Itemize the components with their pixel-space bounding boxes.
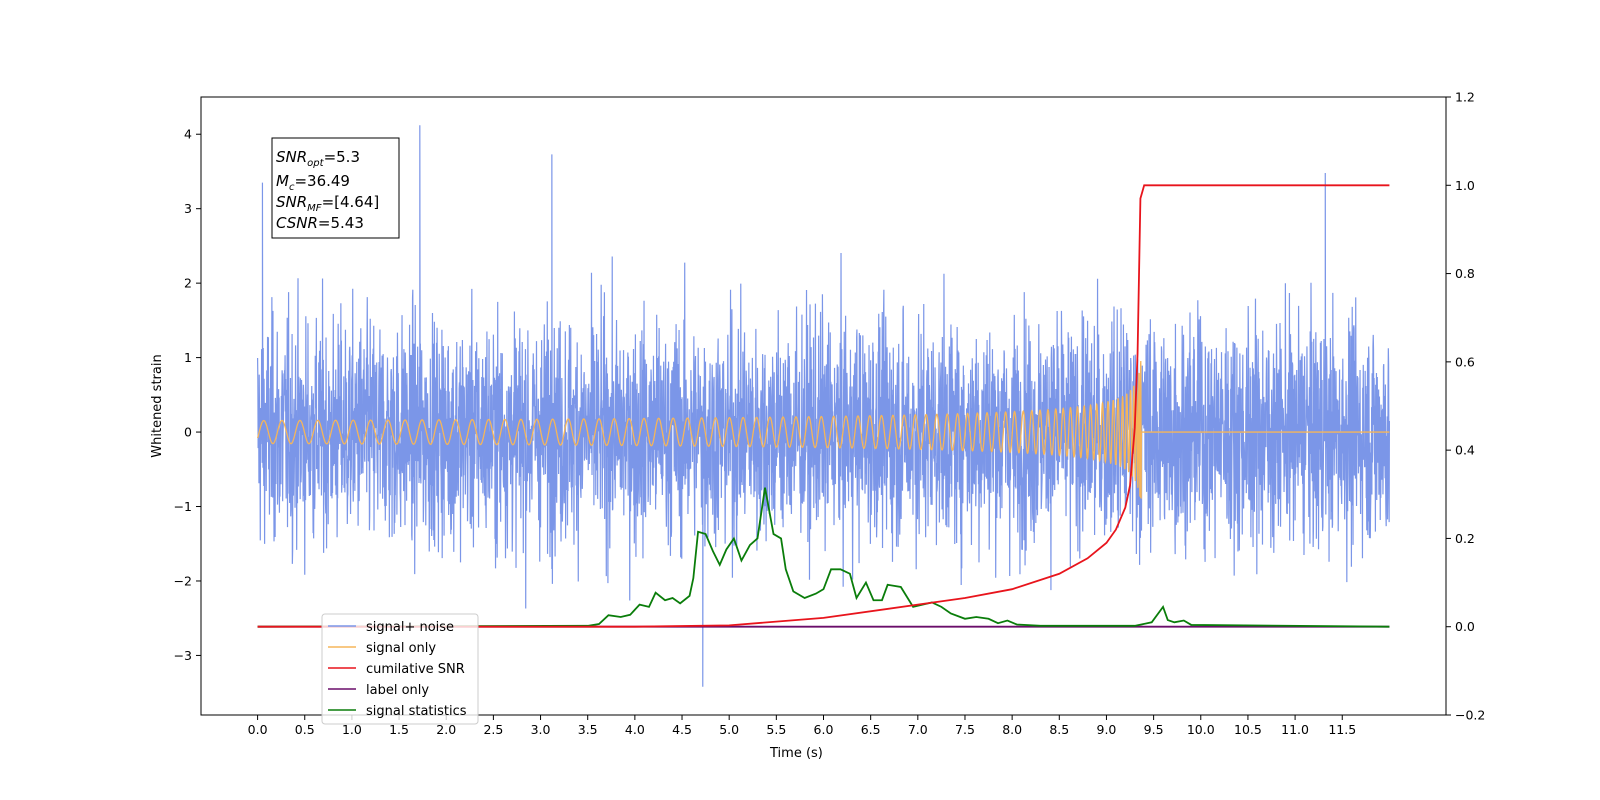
y-axis-right: −0.2 0.0 0.2 0.4 0.6 0.8 1.0 1.2 — [1446, 90, 1485, 723]
x-tick-label: 1.0 — [342, 722, 362, 737]
series-signal-only — [256, 360, 1390, 499]
x-tick-label: 0.5 — [295, 722, 315, 737]
legend-entry-signal-statistics: signal statistics — [328, 704, 467, 719]
legend-entry-signal-only: signal only — [328, 641, 436, 656]
y-tick-label: −3 — [174, 648, 192, 663]
y-axis-label: Whitened strain — [150, 354, 165, 457]
y-tick-label: 0 — [184, 425, 192, 440]
y2-tick-label: 0.4 — [1455, 443, 1475, 458]
csnr-text: CSNR=5.43 — [276, 214, 364, 232]
x-axis: 0.0 0.5 1.0 1.5 2.0 2.5 3.0 3.5 4.0 4.5 5.0 5.5 6.0 6… — [248, 715, 1356, 737]
x-tick-label: 1.5 — [389, 722, 409, 737]
x-tick-label: 2.0 — [436, 722, 456, 737]
legend-frame — [321, 613, 479, 725]
y2-tick-label: 1.0 — [1455, 178, 1475, 193]
legend: signal+ noise signal only cumilative SNR… — [321, 613, 479, 725]
x-tick-label: 10.0 — [1187, 722, 1215, 737]
x-tick-label: 11.0 — [1281, 722, 1309, 737]
x-tick-label: 10.5 — [1234, 722, 1262, 737]
y-tick-label: −1 — [174, 499, 192, 514]
y2-tick-label: 0.6 — [1455, 354, 1475, 369]
y-axis-left: −3 −2 −1 0 1 2 3 4 — [174, 127, 201, 663]
y2-tick-label: 0.0 — [1455, 619, 1475, 634]
y-tick-label: −2 — [174, 573, 192, 588]
snr-mf-text: SNRMF=[4.64] — [276, 193, 379, 214]
x-tick-label: 11.5 — [1328, 722, 1356, 737]
x-tick-label: 3.5 — [578, 722, 598, 737]
y-tick-label: 3 — [184, 201, 192, 216]
legend-entry-label-only: label only — [328, 683, 429, 698]
x-tick-label: 5.5 — [766, 722, 786, 737]
textbox-frame — [271, 137, 400, 239]
legend-label-label-only: label only — [366, 683, 429, 698]
x-tick-label: 9.0 — [1097, 722, 1117, 737]
y2-tick-label: −0.2 — [1455, 708, 1485, 723]
series-signal-noise — [256, 125, 1391, 687]
legend-label-cumulative-snr: cumilative SNR — [366, 662, 465, 677]
legend-entry-signal-noise: signal+ noise — [328, 620, 454, 635]
stats-textbox: SNRopt=5.3 Mc=36.49 SNRMF=[4.64] CSNR=5.… — [271, 137, 400, 239]
y2-tick-label: 0.8 — [1455, 266, 1475, 281]
x-tick-label: 6.5 — [861, 722, 881, 737]
x-tick-label: 6.0 — [814, 722, 834, 737]
x-tick-label: 0.0 — [248, 722, 268, 737]
x-tick-label: 8.5 — [1049, 722, 1069, 737]
legend-label-signal-statistics: signal statistics — [366, 704, 467, 719]
legend-label-signal-only: signal only — [366, 641, 436, 656]
x-tick-label: 4.5 — [672, 722, 692, 737]
x-tick-label: 4.0 — [625, 722, 645, 737]
x-tick-label: 8.0 — [1002, 722, 1022, 737]
series-signal-statistics — [257, 487, 1390, 628]
chirp-mass-text: Mc=36.49 — [276, 172, 350, 193]
x-tick-label: 9.5 — [1144, 722, 1164, 737]
x-axis-label: Time (s) — [769, 746, 823, 761]
x-tick-label: 5.0 — [719, 722, 739, 737]
x-tick-label: 7.5 — [955, 722, 975, 737]
y-tick-label: 2 — [184, 276, 192, 291]
x-tick-label: 7.0 — [908, 722, 928, 737]
x-tick-label: 2.5 — [483, 722, 503, 737]
legend-entry-cumulative-snr: cumilative SNR — [328, 662, 465, 677]
y-tick-label: 1 — [184, 350, 192, 365]
snr-opt-text: SNRopt=5.3 — [276, 148, 360, 169]
y-tick-label: 4 — [184, 127, 192, 142]
legend-label-signal-noise: signal+ noise — [366, 620, 454, 635]
series-cumulative-snr — [257, 184, 1390, 628]
y2-tick-label: 1.2 — [1455, 90, 1475, 105]
y2-tick-label: 0.2 — [1455, 531, 1475, 546]
x-tick-label: 3.0 — [531, 722, 551, 737]
